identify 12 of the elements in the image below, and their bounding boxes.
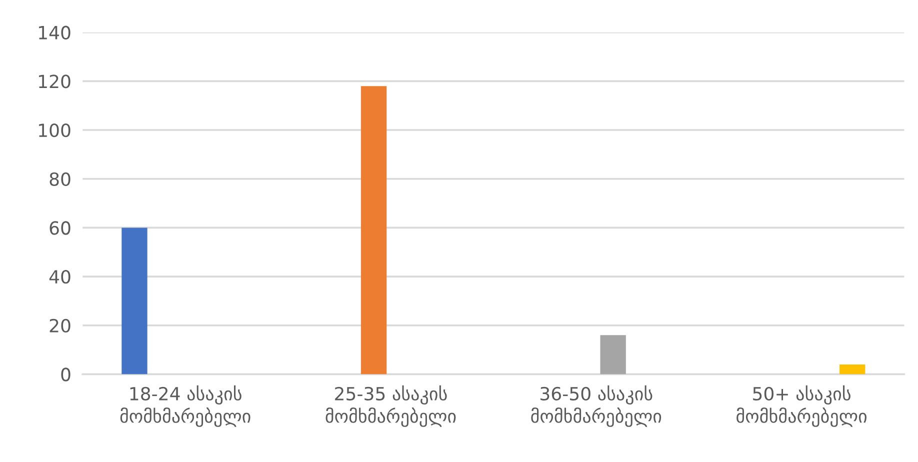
y-tick-label: 60	[50, 221, 70, 235]
x-tick-label: 18-24 ასაკის მომხმარებელი	[120, 385, 250, 427]
y-tick-label: 80	[50, 172, 70, 186]
y-tick-label: 20	[50, 318, 70, 332]
x-tick-label: 36-50 ასაკის მომხმარებელი	[531, 385, 662, 427]
y-tick-label: 140	[39, 26, 70, 40]
y-tick-label: 120	[39, 74, 70, 88]
x-tick-label: 50+ ასაკის მომხმარებელი	[736, 385, 866, 427]
y-tick-label: 100	[39, 123, 70, 138]
x-tick-label: 25-35 ასაკის მომხმარებელი	[326, 385, 456, 427]
y-tick-label: 40	[49, 270, 70, 284]
y-tick-label: 0	[61, 368, 70, 382]
